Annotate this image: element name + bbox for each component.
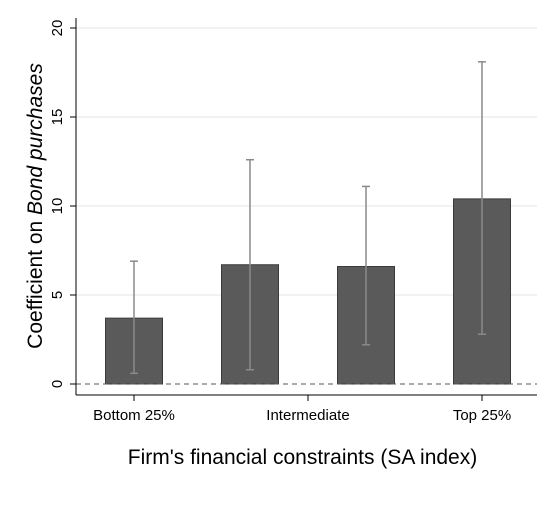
y-tick-labels: 0 5 10 15 20 xyxy=(49,20,66,389)
x-tick-label: Intermediate xyxy=(266,407,349,424)
x-tick-label: Top 25% xyxy=(453,407,511,424)
x-tick-labels: Bottom 25% Intermediate Top 25% xyxy=(93,407,511,424)
error-bars xyxy=(130,61,486,375)
y-axis-title-prefix: Coefficient on xyxy=(24,215,47,349)
y-tick-label: 15 xyxy=(49,109,66,126)
bars xyxy=(105,198,511,385)
y-axis-title: Coefficient on Bond purchases xyxy=(24,63,47,349)
y-tick-label: 5 xyxy=(49,291,66,299)
y-tick-label: 20 xyxy=(49,20,66,37)
y-axis-title-emphasis: Bond purchases xyxy=(24,63,47,215)
y-tick-label: 0 xyxy=(49,380,66,388)
x-axis-title: Firm's financial constraints (SA index) xyxy=(128,446,477,469)
y-tick-label: 10 xyxy=(49,198,66,215)
x-tick-label: Bottom 25% xyxy=(93,407,175,424)
axes xyxy=(70,18,537,401)
